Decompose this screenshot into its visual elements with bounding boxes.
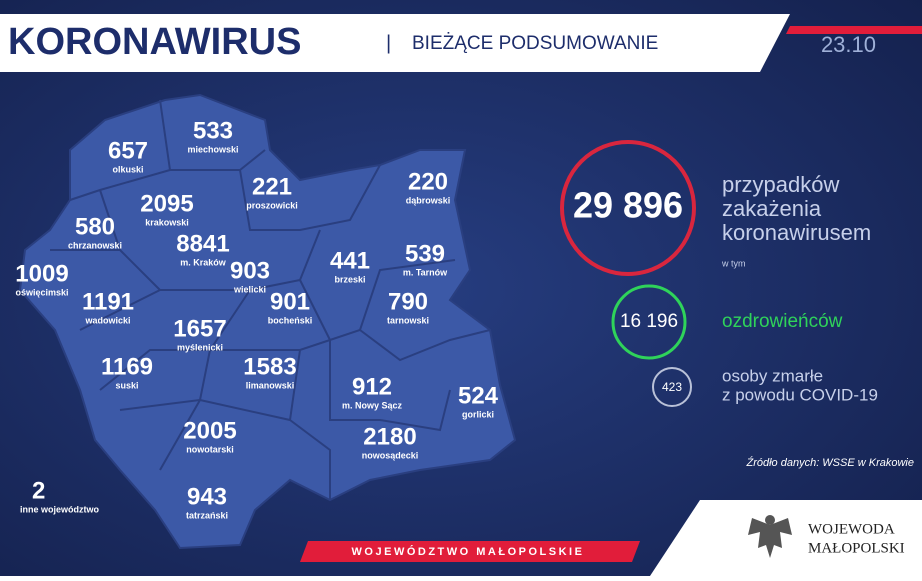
region-name: miechowski [187,144,238,154]
region-value: 1169 [101,353,153,380]
region-name: nowosądecki [362,450,419,460]
cases-ring [560,140,696,276]
county-borders [50,99,491,500]
region-value: 912 [352,373,392,400]
region-value: 903 [230,257,270,284]
cases-label: koronawirusem [722,220,871,245]
office-name: WOJEWODA [808,521,895,537]
region-value: 2005 [183,417,236,444]
region-name: myślenicki [177,342,223,352]
region-name: brzeski [334,274,365,284]
deaths-value: 423 [662,380,682,394]
region-value: 441 [330,247,370,274]
region-value: 943 [187,483,227,510]
region-name: suski [115,380,138,390]
region-value: 539 [405,240,445,267]
region-value: 1191 [82,288,134,315]
region-value: 901 [270,288,310,315]
header-band [0,14,790,72]
footer-banner [300,541,640,562]
region-name: inne województwo [20,504,99,514]
region-value: 2095 [140,190,193,217]
region-name: oświęcimski [15,287,68,297]
footer-banner-text: WOJEWÓDZTWO MAŁOPOLSKIE [352,545,585,558]
separator: | [386,32,391,54]
region-name: limanowski [246,380,295,390]
deaths-label: z powodu COVID-19 [722,385,878,404]
region-value: 1583 [243,353,296,380]
region-name: dąbrowski [406,195,451,205]
recovered-value: 16 196 [620,311,678,332]
region-value: 1657 [173,315,226,342]
eagle-emblem [748,515,792,558]
region-value: 524 [458,382,499,409]
region-name: tarnowski [387,315,429,325]
cases-label: zakażenia [722,196,822,221]
region-value: 790 [388,288,428,315]
office-name: MAŁOPOLSKI [808,540,905,556]
region-value: 2 [32,477,45,504]
region-name: m. Nowy Sącz [342,400,403,410]
subtitle: BIEŻĄCE PODSUMOWANIE [412,33,658,54]
title: KORONAWIRUS [8,21,301,63]
region-value: 8841 [176,230,229,257]
region-name: m. Kraków [180,257,227,267]
region-name: m. Tarnów [403,267,448,277]
recovered-ring [611,284,687,360]
region-value: 221 [252,173,292,200]
region-name: krakowski [145,217,189,227]
date: 23.10 [821,32,876,57]
region-value: 2180 [363,423,416,450]
region-name: proszowicki [246,200,298,210]
map [18,93,517,550]
region-value: 1009 [15,260,68,287]
deaths-label: osoby zmarłe [722,366,823,385]
recovered-label: ozdrowieńców [722,311,843,332]
region-value: 657 [108,137,148,164]
region-value: 533 [193,117,233,144]
source: Źródło danych: WSSE w Krakowie [745,456,914,469]
cases-label: przypadków [722,172,840,197]
region-outline [18,93,517,550]
header-stripe [786,26,922,34]
region-name: gorlicki [462,409,494,419]
region-name: tatrzański [186,510,228,520]
deaths-ring [652,367,692,407]
region-value: 580 [75,213,115,240]
region-name: wielicki [233,284,266,294]
region-name: wadowicki [84,315,130,325]
office-box [650,500,922,576]
cases-note: w tym [721,258,746,268]
region-value: 220 [408,168,448,195]
region-name: olkuski [112,164,143,174]
region-name: chrzanowski [68,240,122,250]
cases-value: 29 896 [573,185,683,226]
region-name: nowotarski [186,444,234,454]
region-name: bocheński [268,315,313,325]
